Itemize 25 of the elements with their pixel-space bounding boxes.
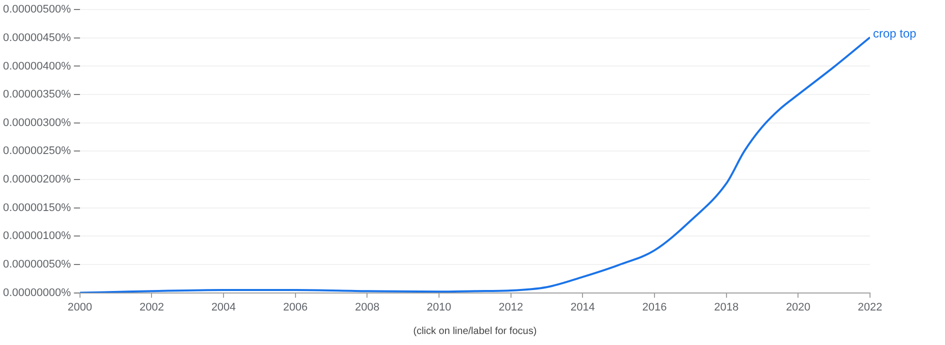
- x-tick-label: 2022: [858, 301, 882, 314]
- x-tick-label: 2010: [426, 301, 452, 314]
- y-tick-label: 0.00000050%: [2, 258, 72, 271]
- x-tick-label: 2020: [786, 301, 810, 314]
- x-axis-title: (click on line/label for focus): [413, 326, 537, 337]
- y-tick-label: 0.00000450%: [2, 32, 72, 44]
- x-tick-label: 2018: [714, 301, 739, 314]
- y-tick-label: 0.00000000%: [2, 286, 72, 299]
- x-tick-label: 2008: [354, 301, 380, 314]
- y-tick-label: 0.00000100%: [2, 230, 72, 242]
- y-tick-label: 0.00000200%: [2, 174, 72, 186]
- y-tick-label: 0.00000150%: [2, 202, 72, 214]
- y-tick-label: 0.00000250%: [2, 145, 72, 158]
- y-tick-label: 0.00000350%: [2, 88, 72, 101]
- y-tick-label: 0.00000300%: [2, 116, 72, 129]
- y-tick-label: 0.00000500%: [2, 4, 72, 16]
- series-label: crop top: [873, 26, 917, 41]
- y-tick-label: 0.00000400%: [2, 60, 72, 72]
- x-tick-label: 2012: [498, 301, 524, 314]
- x-tick-label: 2000: [68, 301, 92, 314]
- x-tick-label: 2014: [570, 301, 595, 314]
- x-tick-label: 2006: [283, 301, 308, 314]
- x-tick-label: 2004: [211, 301, 236, 314]
- x-tick-label: 2016: [642, 301, 667, 314]
- x-tick-label: 2002: [139, 301, 164, 314]
